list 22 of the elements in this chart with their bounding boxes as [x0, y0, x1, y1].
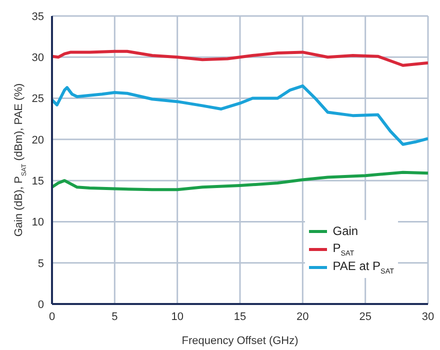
- y-tick-label: 5: [38, 258, 44, 270]
- line-series: [52, 50, 428, 67]
- x-tick-label: 25: [359, 310, 372, 323]
- y-tick-label: 30: [32, 52, 44, 64]
- y-tick-label: 20: [32, 134, 44, 146]
- x-tick-label: 5: [112, 310, 118, 323]
- y-tick-label: 35: [32, 10, 44, 23]
- line-series: [52, 84, 428, 146]
- y-tick-label: 15: [32, 175, 44, 188]
- x-tick-label: 0: [48, 310, 56, 323]
- legend-label: Gain: [332, 224, 358, 238]
- line-series: [52, 170, 428, 192]
- x-tick-label: 30: [422, 310, 434, 323]
- y-tick-label: 10: [32, 216, 44, 229]
- y-tick-label: 25: [32, 93, 44, 106]
- x-tick-label: 20: [296, 310, 309, 323]
- legend-label: P$_{SAT}$: [332, 240, 354, 258]
- legend-label: PAE at P$_{SAT}$: [332, 258, 394, 276]
- y-tick-label: 0: [38, 298, 44, 311]
- x-tick-label: 15: [234, 310, 246, 323]
- x-axis-title: Frequency Offset (GHz): [182, 335, 298, 347]
- x-tick-label: 10: [171, 310, 184, 323]
